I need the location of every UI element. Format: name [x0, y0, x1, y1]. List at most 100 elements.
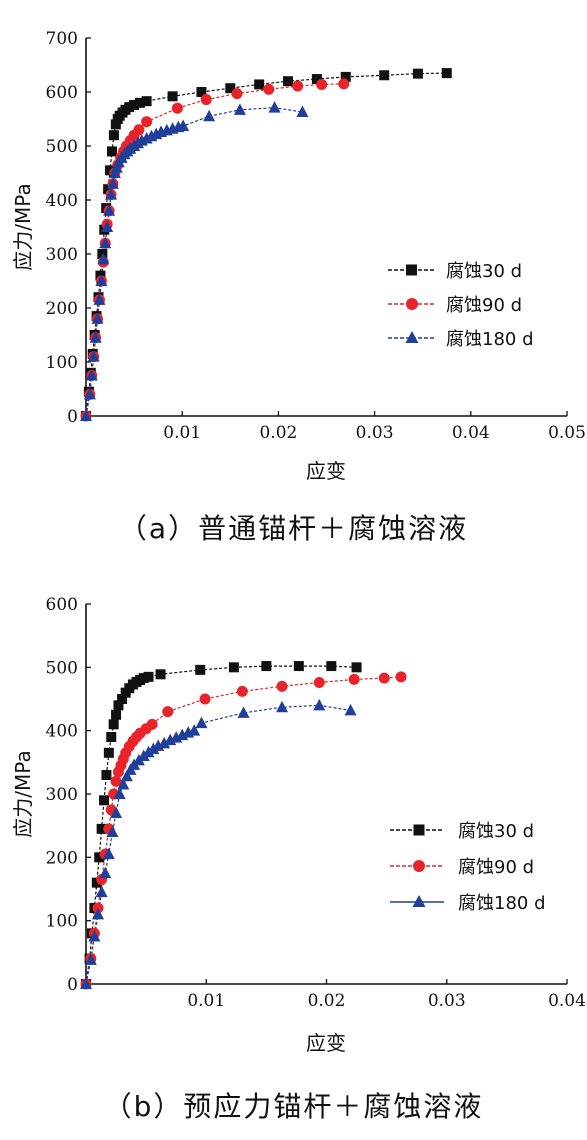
data-point-square-marker	[97, 249, 108, 259]
data-point-square-marker	[379, 70, 390, 81]
data-point-square-marker	[96, 823, 107, 834]
data-point-square-marker	[155, 669, 166, 680]
data-point-square-marker	[225, 83, 236, 94]
data-point-triangle-marker	[99, 236, 112, 249]
legend-entry-180d: 腐蚀180 d	[388, 329, 534, 350]
data-point-triangle-marker	[105, 188, 118, 200]
data-point-square-marker	[129, 99, 140, 110]
y-tick-label: 400	[46, 722, 78, 742]
data-point-circle-marker	[133, 124, 145, 136]
data-point-square-marker	[195, 664, 206, 675]
x-tick-label: 0.02	[259, 423, 297, 443]
data-point-triangle-marker	[296, 105, 309, 117]
caption-a: （a）普通锚杆＋腐蚀溶液	[118, 512, 469, 545]
data-point-triangle-marker	[142, 745, 155, 758]
caption-b: （b）预应力锚杆＋腐蚀溶液	[103, 1090, 484, 1123]
data-point-square-marker	[108, 719, 119, 730]
data-point-triangle-marker	[313, 698, 326, 711]
y-tick-label: 200	[46, 299, 78, 319]
legend-label-30d: 腐蚀30 d	[458, 821, 534, 842]
plot-b-axes	[85, 604, 567, 985]
plot-b-markers	[80, 661, 407, 990]
data-point-circle-marker	[199, 693, 211, 705]
plot-b-ticks: 0 100 200 300 400 500 600 0.01 0.02 0.03 0.04	[46, 595, 586, 1011]
data-point-square-marker	[293, 661, 304, 672]
data-point-triangle-marker	[203, 109, 216, 122]
x-tick-label: 0.01	[187, 991, 225, 1011]
data-point-triangle-marker	[344, 703, 357, 716]
data-point-triangle-marker	[268, 101, 281, 113]
data-point-circle-marker	[236, 685, 248, 697]
data-point-triangle-marker	[80, 409, 92, 421]
data-point-square-marker	[108, 130, 119, 141]
legend-entry-30d: 腐蚀30 d	[388, 261, 522, 282]
data-point-triangle-marker	[147, 742, 160, 755]
data-point-triangle-marker	[117, 778, 130, 790]
legend-triangle-marker	[405, 331, 419, 343]
y-tick-label: 500	[46, 658, 78, 678]
data-point-triangle-marker	[101, 220, 114, 232]
data-point-square-marker	[261, 661, 272, 672]
data-point-square-marker	[441, 68, 452, 79]
data-point-triangle-marker	[102, 847, 115, 860]
data-point-square-marker	[94, 852, 105, 863]
data-point-square-marker	[113, 700, 124, 711]
data-point-square-marker	[283, 76, 294, 87]
legend-label-180d: 腐蚀180 d	[446, 329, 534, 350]
data-point-circle-marker	[110, 775, 122, 787]
chart-b: 0 100 200 300 400 500 600 0.01 0.02 0.03 0.04 应变 应…	[11, 595, 586, 1055]
data-point-triangle-marker	[195, 716, 208, 729]
data-point-circle-marker	[395, 671, 407, 683]
series-line	[85, 676, 402, 985]
data-point-triangle-marker	[276, 700, 289, 713]
legend-circle-marker	[406, 298, 418, 310]
data-point-triangle-marker	[95, 885, 108, 898]
data-point-square-marker	[117, 694, 128, 704]
legend-label-180d: 腐蚀180 d	[458, 893, 546, 914]
data-point-square-marker	[412, 68, 423, 79]
data-point-triangle-marker	[233, 103, 246, 115]
legend-square-marker	[413, 824, 425, 836]
legend-label-90d: 腐蚀90 d	[458, 857, 534, 878]
legend-label-30d: 腐蚀30 d	[446, 261, 522, 282]
data-point-square-marker	[254, 79, 265, 90]
data-point-square-marker	[91, 877, 102, 888]
y-axis-title: 应力/MPa	[11, 750, 35, 837]
data-point-circle-marker	[276, 680, 288, 692]
data-point-square-marker	[326, 661, 337, 672]
data-point-square-marker	[101, 770, 112, 780]
data-point-circle-marker	[200, 94, 212, 106]
data-point-triangle-marker	[106, 825, 119, 837]
x-axis-title: 应变	[306, 459, 346, 483]
data-point-triangle-marker	[158, 736, 171, 749]
data-point-square-marker	[106, 732, 117, 742]
data-point-square-marker	[110, 119, 121, 130]
data-point-triangle-marker	[99, 866, 112, 879]
x-tick-label: 0.03	[356, 423, 394, 443]
legend-entry-180d: 腐蚀180 d	[390, 893, 546, 914]
data-point-square-marker	[141, 96, 152, 107]
data-point-triangle-marker	[89, 331, 102, 343]
y-tick-label: 700	[46, 29, 78, 49]
series-line	[85, 83, 344, 417]
legend-entry-90d: 腐蚀90 d	[390, 857, 534, 878]
series-line	[85, 665, 357, 985]
data-point-triangle-marker	[103, 204, 116, 216]
legend-entry-90d: 腐蚀90 d	[388, 295, 522, 316]
plot-a-ticks: 0 100 200 300 400 500 600 700 0.01 0.02 0.03 0.04 0.…	[46, 29, 586, 443]
data-point-square-marker	[99, 795, 110, 806]
data-point-triangle-marker	[91, 312, 104, 324]
legend-b: 腐蚀30 d 腐蚀90 d 腐蚀180 d	[390, 821, 546, 914]
y-tick-label: 100	[46, 353, 78, 373]
data-point-square-marker	[228, 662, 239, 673]
data-point-triangle-marker	[113, 787, 126, 799]
legend-entry-30d: 腐蚀30 d	[390, 821, 534, 842]
legend-circle-marker	[413, 860, 425, 872]
legend-a: 腐蚀30 d 腐蚀90 d 腐蚀180 d	[388, 261, 534, 350]
data-point-square-marker	[167, 91, 178, 102]
data-point-triangle-marker	[177, 119, 190, 132]
data-point-square-marker	[103, 184, 114, 195]
legend-square-marker	[406, 264, 417, 276]
data-point-circle-marker	[313, 677, 325, 689]
x-axis-title: 应变	[306, 1031, 346, 1055]
